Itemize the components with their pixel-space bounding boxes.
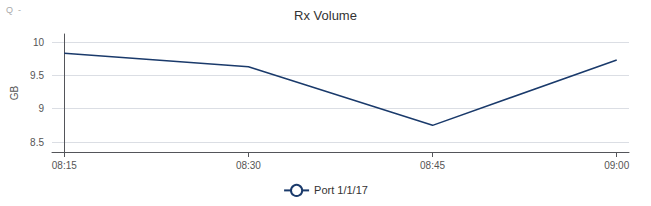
svg-text:Rx Volume: Rx Volume [294,8,357,23]
svg-text:9: 9 [38,103,44,114]
svg-text:08:30: 08:30 [236,160,261,171]
svg-text:08:15: 08:15 [52,160,77,171]
svg-text:10: 10 [33,37,45,48]
svg-text:09:00: 09:00 [604,160,629,171]
svg-text:08:45: 08:45 [420,160,445,171]
svg-text:9.5: 9.5 [30,70,44,81]
svg-text:Port 1/1/17: Port 1/1/17 [314,184,368,196]
svg-text:Q -: Q - [6,5,21,15]
svg-text:GB: GB [9,85,20,100]
svg-text:8.5: 8.5 [30,137,44,148]
